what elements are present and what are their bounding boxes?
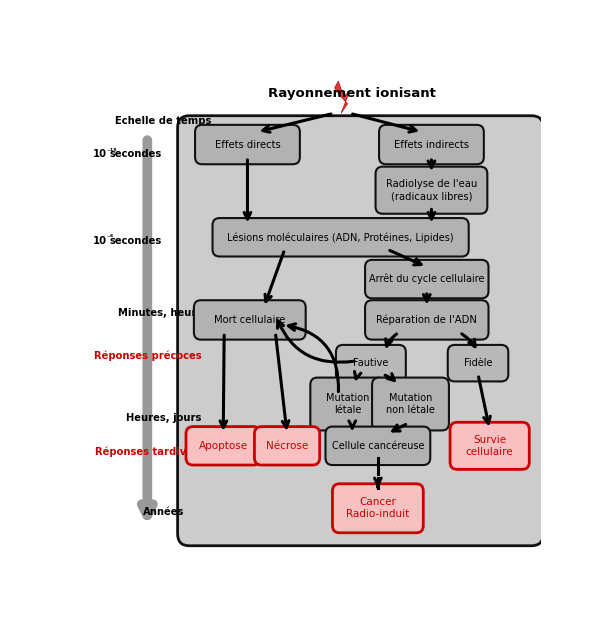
- FancyBboxPatch shape: [326, 427, 430, 465]
- Text: Mutation
non létale: Mutation non létale: [386, 393, 435, 415]
- Text: secondes: secondes: [109, 149, 162, 159]
- FancyBboxPatch shape: [376, 167, 487, 214]
- Text: Apoptose: Apoptose: [199, 441, 248, 451]
- FancyBboxPatch shape: [379, 125, 484, 164]
- Text: Lésions moléculaires (ADN, Protéines, Lipides): Lésions moléculaires (ADN, Protéines, Li…: [227, 232, 454, 243]
- Text: Fidèle: Fidèle: [464, 358, 492, 368]
- FancyBboxPatch shape: [213, 218, 469, 256]
- Polygon shape: [335, 81, 349, 114]
- FancyBboxPatch shape: [310, 378, 385, 431]
- Text: Minutes, heures: Minutes, heures: [118, 308, 209, 318]
- Text: ⁻⁶: ⁻⁶: [107, 233, 114, 242]
- Text: Effets directs: Effets directs: [215, 140, 280, 150]
- Text: Effets indirects: Effets indirects: [394, 140, 469, 150]
- FancyBboxPatch shape: [448, 345, 508, 381]
- Text: secondes: secondes: [109, 236, 162, 246]
- FancyBboxPatch shape: [254, 427, 320, 465]
- Text: Cancer
Radio-induit: Cancer Radio-induit: [346, 497, 409, 519]
- FancyBboxPatch shape: [195, 125, 300, 164]
- Text: Cellule cancéreuse: Cellule cancéreuse: [332, 441, 424, 451]
- Text: Réponses précoces: Réponses précoces: [94, 351, 201, 361]
- Text: 10: 10: [93, 149, 107, 159]
- Text: Mutation
létale: Mutation létale: [326, 393, 369, 415]
- FancyBboxPatch shape: [450, 422, 529, 469]
- Text: Heures, jours: Heures, jours: [126, 414, 201, 424]
- Text: Mort cellulaire: Mort cellulaire: [214, 315, 285, 325]
- Text: ⁻¹⁵: ⁻¹⁵: [107, 147, 118, 156]
- Text: Radiolyse de l'eau
(radicaux libres): Radiolyse de l'eau (radicaux libres): [386, 179, 477, 202]
- Text: Nécrose: Nécrose: [266, 441, 308, 451]
- Text: Survie
cellulaire: Survie cellulaire: [466, 434, 513, 457]
- Text: Echelle de temps: Echelle de temps: [115, 115, 212, 125]
- Text: Rayonnement ionisant: Rayonnement ionisant: [268, 87, 436, 100]
- FancyBboxPatch shape: [178, 115, 543, 546]
- FancyBboxPatch shape: [365, 300, 489, 339]
- FancyBboxPatch shape: [365, 260, 489, 298]
- Text: 10: 10: [93, 236, 107, 246]
- FancyBboxPatch shape: [372, 378, 449, 431]
- Text: Arrêt du cycle cellulaire: Arrêt du cycle cellulaire: [369, 274, 484, 285]
- FancyBboxPatch shape: [336, 345, 406, 381]
- Text: Réponses tardives: Réponses tardives: [96, 447, 200, 457]
- FancyBboxPatch shape: [332, 484, 423, 533]
- Text: Réparation de l'ADN: Réparation de l'ADN: [376, 314, 477, 325]
- Text: Fautive: Fautive: [353, 358, 389, 368]
- Text: Années: Années: [143, 507, 185, 517]
- FancyBboxPatch shape: [194, 300, 306, 339]
- FancyBboxPatch shape: [186, 427, 260, 465]
